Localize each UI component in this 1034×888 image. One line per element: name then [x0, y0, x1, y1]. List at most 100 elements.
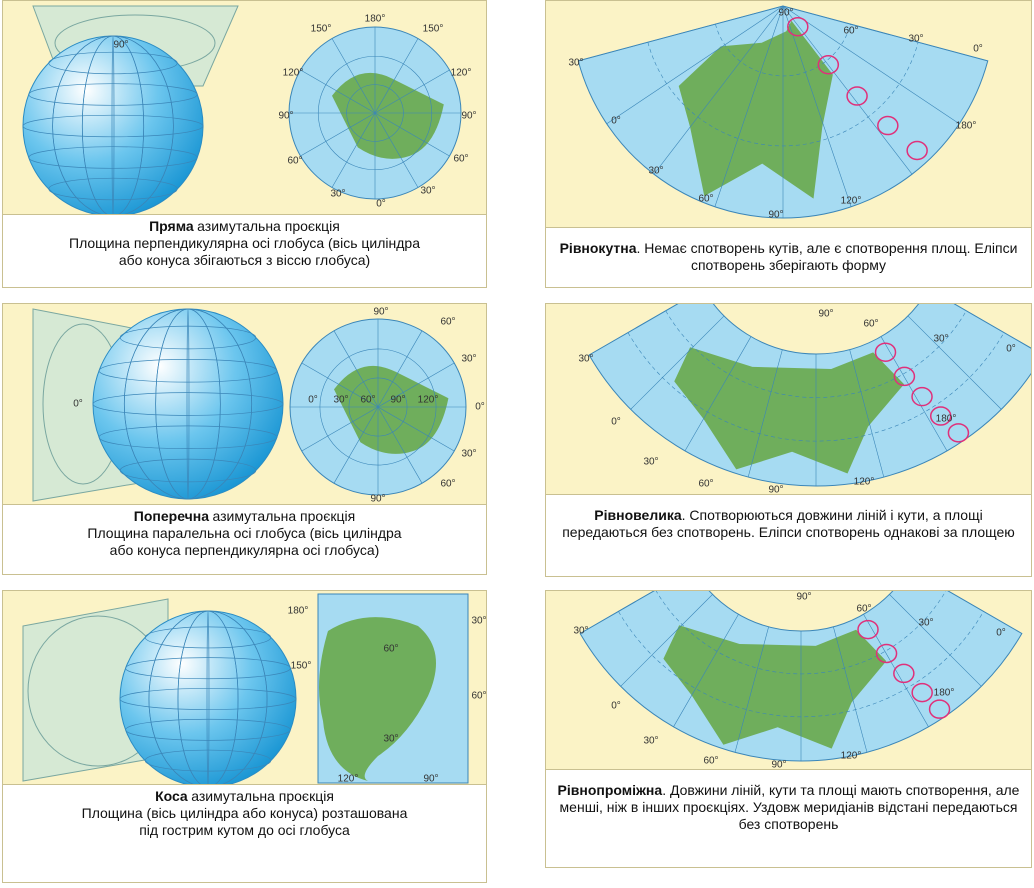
degree-label: 90°: [278, 111, 293, 122]
degree-label: 0°: [973, 44, 983, 55]
degree-label: 0°: [73, 399, 83, 410]
distortion-ellipse: [787, 16, 809, 37]
caption-heading: Рівнопроміжна. Довжини ліній, кути та пл…: [552, 782, 1025, 833]
map-meridian: [734, 626, 769, 753]
caption-text: азимутальна проєкція: [191, 788, 334, 804]
panel-image: 180° 150° 30° 60° 60° 30° 120° 90°: [2, 590, 487, 785]
map-meridian: [833, 626, 868, 753]
caption-bold: Пряма: [149, 218, 194, 234]
degree-label: 90°: [818, 309, 833, 320]
map-meridian: [880, 336, 948, 452]
degree-label: 0°: [376, 199, 386, 210]
map-meridian: [889, 594, 982, 687]
illustration: [22, 5, 462, 214]
degree-label: 90°: [771, 760, 786, 770]
map-meridian: [374, 38, 419, 114]
caption-text: азимутальна проєкція: [212, 508, 356, 524]
distortion-ellipse: [875, 643, 898, 664]
caption-bold: Рівновелика: [594, 507, 682, 523]
map-parallel: [317, 55, 433, 171]
map-meridian: [620, 594, 713, 687]
distortion-ellipse: [947, 423, 970, 443]
degree-label: 60°: [703, 756, 718, 767]
caption-heading: Рівнокутна. Немає спотворень кутів, але …: [552, 240, 1025, 274]
degree-label: 60°: [698, 194, 713, 205]
map-meridian: [863, 614, 929, 727]
degree-label: 30°: [330, 189, 345, 200]
map-parallel: [627, 332, 1005, 442]
degree-label: 30°: [461, 354, 476, 365]
caption-bold: Коса: [155, 788, 188, 804]
map-parallel: [346, 84, 404, 142]
map-meridian: [782, 5, 852, 207]
globe-parallel: [98, 425, 278, 449]
caption-bold: Рівнопроміжна: [557, 782, 663, 798]
globe-parallel: [48, 177, 178, 201]
caption: Рівнокутна. Немає спотворень кутів, але …: [545, 228, 1032, 288]
caption: Коса азимутальна проєкція Площина (вісь ци…: [2, 785, 487, 883]
map-meridian: [374, 69, 450, 114]
degree-label: 0°: [1006, 344, 1016, 355]
globe: [119, 610, 297, 784]
degree-label: 90°: [423, 774, 438, 785]
map-meridian: [377, 362, 455, 408]
globe-parallel: [22, 114, 204, 138]
caption: Рівнопроміжна. Довжини ліній, кути та пл…: [545, 770, 1032, 868]
land: [663, 625, 887, 749]
globe-parallel: [119, 458, 257, 483]
degree-label: 30°: [643, 457, 658, 468]
globe-parallel: [48, 51, 178, 75]
panel: 90° 60° 30° 0° 30° 0° 180° 30° 60° 90° 120° Рівнопр…: [545, 590, 1032, 868]
illustration: [579, 591, 1023, 762]
caption-heading: Пряма азимутальна проєкція: [9, 218, 480, 235]
globe-parallel: [144, 626, 272, 649]
map-meridian: [301, 406, 379, 452]
degree-label: 30°: [648, 166, 663, 177]
degree-label: 60°: [453, 154, 468, 165]
distortion-ellipse: [857, 619, 879, 640]
map-meridian: [377, 406, 455, 452]
degree-label: 90°: [113, 40, 128, 51]
distortion-ellipse: [893, 366, 916, 387]
globe-meridian: [52, 35, 174, 214]
degree-label: 150°: [423, 24, 444, 35]
degree-label: 180°: [288, 606, 309, 617]
map-meridian: [849, 349, 885, 478]
distortion-ellipse: [911, 386, 933, 407]
globe: [22, 35, 204, 214]
globe-parallel: [98, 358, 278, 383]
degree-label: 90°: [370, 494, 385, 505]
degree-label: 120°: [338, 774, 359, 785]
panel: 90° 60° 30° 0° 30° 0° 180° 30° 60° 90° 120° Рівноку…: [545, 0, 1032, 288]
degree-label: 90°: [373, 307, 388, 318]
degree-label: 120°: [283, 68, 304, 79]
caption-text: . Довжини ліній, кути та площі мають спо…: [559, 782, 1020, 832]
map-meridian: [782, 5, 988, 62]
map-meridian: [300, 69, 376, 114]
map-meridian: [374, 112, 419, 188]
map-parallel: [647, 42, 919, 147]
map-meridian: [578, 5, 784, 62]
map-meridian: [377, 406, 423, 484]
degree-label: 30°: [568, 58, 583, 69]
degree-label: 30°: [573, 626, 588, 637]
map-parallel: [665, 310, 967, 398]
degree-label: 30°: [643, 736, 658, 747]
degree-label: 0°: [611, 701, 621, 712]
map-meridian: [377, 330, 423, 408]
degree-label: 180°: [365, 14, 386, 25]
degree-label: 120°: [451, 68, 472, 79]
caption-text: . Немає спотворень кутів, але є спотворе…: [636, 240, 1018, 273]
globe-parallel: [92, 392, 284, 416]
degree-label: 120°: [841, 196, 862, 207]
panel: 90° 60° 30° 0° 30° 0° 180° 30° 60° 90° 120° Рівнове…: [545, 303, 1032, 577]
map-parallel: [655, 591, 947, 675]
land: [319, 617, 436, 781]
map-meridian: [947, 591, 1022, 634]
map-meridian: [747, 349, 783, 478]
map-meridian: [580, 591, 655, 634]
degree-label: 120°: [854, 477, 875, 488]
distortion-ellipse: [929, 406, 952, 426]
degree-label: 60°: [383, 644, 398, 655]
